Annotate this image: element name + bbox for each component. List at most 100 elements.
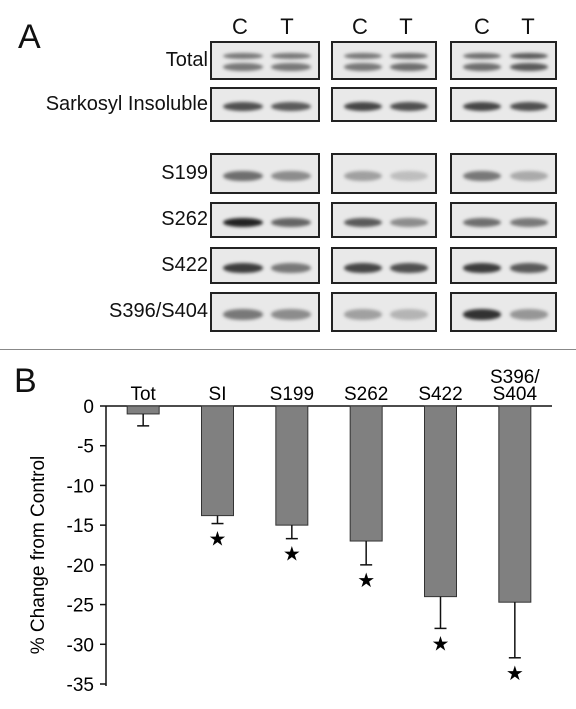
protein-band [462,217,502,228]
blot-row-label: Sarkosyl Insoluble [45,92,208,115]
protein-band [271,217,311,228]
blot-panel [450,153,557,194]
protein-band [271,63,311,72]
blot-panel [210,41,320,80]
protein-band [390,102,429,112]
bar [201,405,234,517]
y-tick-label: -5 [77,437,94,458]
protein-band [223,309,263,320]
protein-band [509,309,549,320]
lane-label: C [232,14,248,39]
category-label: SI [209,384,227,405]
protein-band [509,170,549,182]
significance-star: ★ [209,529,227,551]
protein-band [271,263,311,273]
bar [349,405,383,542]
y-tick-label: -15 [67,516,94,537]
y-tick-label: -25 [67,596,94,617]
blot-row-label: S422 [161,253,208,276]
lane-label: C [474,14,490,39]
protein-band [343,52,382,59]
significance-star: ★ [357,570,375,592]
protein-band [509,63,549,72]
blot-panel [450,292,557,332]
protein-band [343,102,382,112]
bar [424,405,457,598]
protein-band [509,102,549,112]
category-label: S199 [270,384,314,405]
protein-band [343,309,382,320]
protein-band [343,170,382,182]
protein-band [390,63,429,72]
blot-row-label: Total [165,48,208,71]
bar [275,405,309,526]
category-label: S396/ [490,367,540,388]
blot-panel [210,292,320,332]
blot-panel [210,247,320,284]
protein-band [509,217,549,228]
protein-band [271,309,311,320]
lane-label: T [399,14,413,39]
blot-panel [331,87,437,122]
protein-band [462,52,502,59]
blot-panel [331,153,437,194]
protein-band [271,170,311,182]
panel-a-letter: A [18,18,41,56]
protein-band [390,52,429,59]
blot-panel [331,292,437,332]
protein-band [390,309,429,320]
category-label: Tot [130,384,156,405]
blot-panel [450,247,557,284]
y-tick-label: -20 [67,556,94,577]
protein-band [223,217,263,228]
protein-band [509,263,549,273]
protein-band [223,52,263,59]
protein-band [462,309,502,320]
protein-band [223,170,263,182]
bar [126,405,160,415]
bar [498,405,532,603]
panel-divider [0,349,576,350]
protein-band [462,170,502,182]
blot-panel [450,41,557,80]
blot-panel [331,202,437,238]
protein-band [271,102,311,112]
significance-star: ★ [506,663,524,685]
protein-band [223,102,263,112]
lane-label: T [521,14,535,39]
protein-band [271,52,311,59]
y-tick-label: 0 [83,397,94,418]
significance-star: ★ [432,633,450,655]
blot-row-label: S199 [161,161,208,184]
blot-panel [210,87,320,122]
lane-label: T [280,14,294,39]
lane-label: C [352,14,368,39]
blot-panel [210,153,320,194]
protein-band [462,102,502,112]
category-label: S422 [418,384,462,405]
protein-band [223,263,263,273]
protein-band [462,263,502,273]
blot-panel [331,247,437,284]
blot-panel [450,202,557,238]
protein-band [390,170,429,182]
y-axis-label: % Change from Control [28,456,49,655]
y-tick-label: -10 [67,476,94,497]
protein-band [390,263,429,273]
y-tick-label: -35 [67,675,94,696]
protein-band [390,217,429,228]
panel-b-letter: B [14,362,37,400]
significance-star: ★ [283,544,301,566]
protein-band [509,52,549,59]
blot-panel [450,87,557,122]
blot-row-label: S262 [161,208,208,230]
protein-band [343,217,382,228]
protein-band [223,63,263,72]
category-label: S404 [493,384,538,405]
protein-band [343,263,382,273]
category-label: S262 [344,384,388,405]
blot-panel [331,41,437,80]
blot-panel [210,202,320,238]
protein-band [343,63,382,72]
